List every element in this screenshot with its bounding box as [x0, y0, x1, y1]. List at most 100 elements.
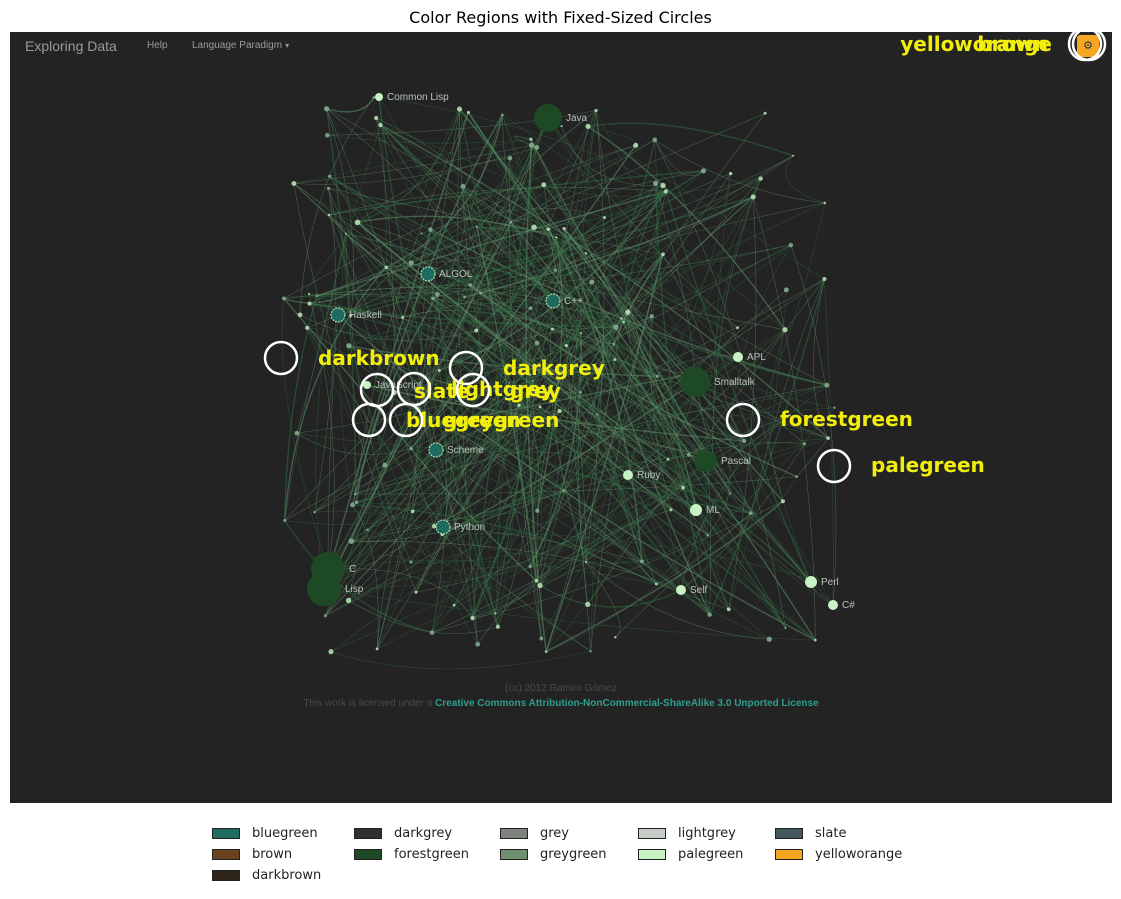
graph-edge	[348, 345, 581, 394]
graph-minor-node	[538, 405, 542, 409]
graph-edge	[418, 388, 672, 511]
graph-edge	[728, 289, 787, 610]
graph-minor-node	[553, 268, 557, 272]
graph-edge	[561, 126, 664, 186]
graph-node[interactable]	[805, 576, 817, 588]
graph-minor-node	[282, 296, 286, 301]
graph-minor-node	[401, 315, 405, 319]
graph-node[interactable]	[545, 293, 561, 309]
graph-edge	[813, 278, 829, 439]
legend-label: darkgrey	[394, 826, 453, 841]
graph-edge	[375, 117, 533, 381]
graph-edge	[350, 315, 533, 381]
graph-edge	[330, 651, 591, 670]
graph-edge	[309, 303, 581, 393]
graph-node[interactable]	[680, 367, 710, 397]
graph-edge	[281, 298, 329, 570]
graph-edge	[357, 157, 510, 223]
graph-edge	[662, 254, 786, 628]
graph-node[interactable]	[534, 104, 562, 132]
graph-edge	[750, 278, 825, 514]
graph-edge	[378, 96, 496, 614]
graph-minor-node	[326, 186, 331, 191]
marker-label: darkbrown	[318, 346, 440, 370]
graph-minor-node	[596, 413, 599, 416]
graph-minor-node	[517, 403, 521, 407]
graph-node[interactable]	[435, 519, 451, 535]
graph-edge	[552, 300, 709, 536]
graph-edge	[476, 191, 667, 228]
nav-language-paradigm-dropdown[interactable]: Language Paradigm ▾	[192, 40, 289, 51]
nav-help-link[interactable]: Help	[147, 40, 168, 51]
graph-edge	[472, 460, 707, 619]
marker-ring	[359, 372, 395, 408]
footer-copyright: (cc) 2012 Ramiro Gómez	[505, 683, 617, 694]
legend-label: forestgreen	[394, 847, 470, 862]
graph-edge	[518, 178, 761, 406]
graph-node[interactable]	[695, 450, 717, 472]
graph-minor-node	[795, 475, 798, 478]
legend-swatch	[638, 828, 666, 839]
gear-icon[interactable]: ⚙	[1077, 35, 1099, 57]
graph-edge	[323, 278, 825, 591]
graph-minor-node	[541, 182, 547, 188]
graph-edge	[509, 157, 739, 358]
graph-edge	[437, 227, 535, 295]
graph-minor-node	[470, 615, 475, 621]
graph-edge	[293, 183, 438, 295]
graph-edge	[309, 139, 655, 304]
brand-logo-text[interactable]: Exploring Data	[25, 38, 117, 54]
graph-edge	[284, 295, 318, 521]
graph-minor-node	[372, 96, 376, 99]
license-link[interactable]: Creative Commons Attribution-NonCommerci…	[435, 698, 819, 709]
graph-node-label: Scheme	[447, 445, 484, 456]
graph-edge	[350, 184, 544, 316]
graph-minor-node	[700, 168, 707, 174]
graph-edge	[561, 228, 617, 328]
graph-edge	[510, 139, 655, 223]
legend-label: bluegreen	[252, 826, 318, 841]
graph-edge	[437, 424, 657, 585]
graph-edge	[578, 392, 589, 605]
graph-minor-node	[681, 485, 685, 490]
graph-minor-node	[528, 142, 535, 148]
legend-label: brown	[252, 847, 293, 862]
graph-edge	[518, 404, 786, 629]
legend-label: darkbrown	[252, 868, 322, 883]
graph-edge	[352, 504, 657, 585]
graph-minor-node	[324, 132, 330, 138]
graph-node[interactable]	[307, 572, 341, 606]
graph-node[interactable]	[828, 600, 838, 610]
legend-swatch	[775, 849, 803, 860]
graph-edge	[309, 302, 616, 328]
graph-minor-node	[382, 462, 388, 468]
graph-node[interactable]	[676, 585, 686, 595]
graph-node[interactable]	[330, 307, 346, 323]
graph-minor-node	[535, 508, 540, 513]
graph-edge	[627, 474, 752, 514]
chevron-down-icon: ▾	[285, 41, 290, 50]
graph-edge	[314, 188, 337, 513]
graph-minor-node	[729, 492, 732, 495]
graph-node-label: Java	[566, 113, 588, 124]
graph-minor-node	[758, 176, 763, 181]
graph-node[interactable]	[420, 266, 436, 282]
graph-edge	[325, 342, 538, 616]
graph-edge	[555, 269, 684, 488]
graph-node[interactable]	[375, 93, 383, 101]
graph-node[interactable]	[623, 470, 633, 480]
graph-edge	[651, 185, 682, 591]
graph-minor-node	[463, 295, 466, 299]
graph-minor-node	[528, 373, 532, 377]
graph-edge	[378, 96, 656, 184]
legend-swatch	[212, 828, 240, 839]
marker-ring	[725, 402, 761, 438]
graph-minor-node	[328, 649, 334, 655]
graph-edge	[547, 117, 738, 329]
graph-node[interactable]	[733, 352, 743, 362]
graph-node[interactable]	[363, 381, 371, 389]
graph-edge	[462, 186, 510, 383]
graph-node-label: Lisp	[345, 584, 364, 595]
graph-node[interactable]	[690, 504, 702, 516]
graph-node[interactable]	[428, 442, 444, 458]
